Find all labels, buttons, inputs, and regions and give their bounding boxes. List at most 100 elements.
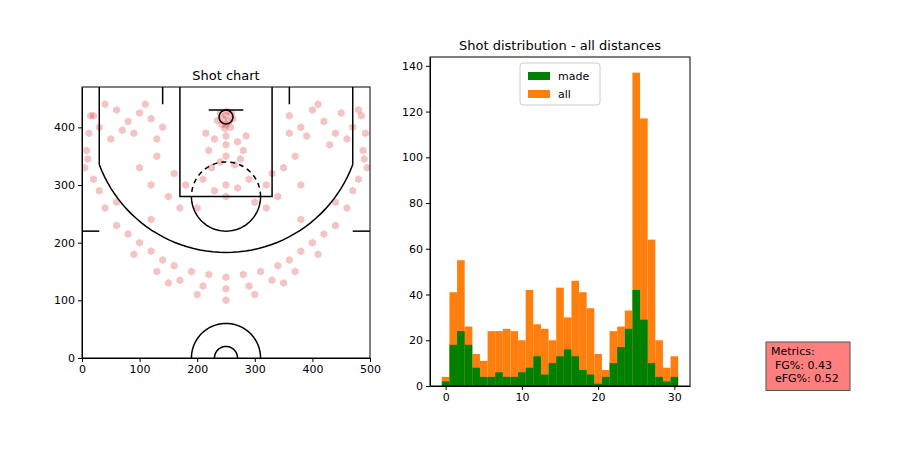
histogram-bar bbox=[648, 240, 656, 386]
shot-point bbox=[223, 285, 230, 293]
center-circle bbox=[191, 323, 260, 358]
tick-mark bbox=[426, 203, 430, 204]
free-throw-circle bbox=[191, 197, 260, 232]
histogram-bar bbox=[503, 329, 511, 386]
tick: 0 bbox=[416, 380, 430, 393]
tick-label: 400 bbox=[54, 121, 75, 134]
shot-point bbox=[125, 230, 132, 238]
shot-point bbox=[107, 135, 114, 143]
shot-point bbox=[292, 152, 299, 160]
chart-title: Shot chart bbox=[192, 68, 259, 83]
histogram-bar bbox=[549, 340, 557, 386]
shot-point bbox=[243, 132, 250, 140]
shot-point bbox=[125, 118, 132, 126]
shot-point bbox=[263, 204, 270, 212]
shot-point bbox=[159, 123, 166, 131]
histogram-bar bbox=[526, 290, 534, 386]
three-point-line bbox=[352, 87, 354, 165]
shot-point bbox=[171, 262, 178, 270]
legend-label: made bbox=[558, 70, 589, 83]
tick: 100 bbox=[54, 294, 82, 307]
tick-mark bbox=[426, 249, 430, 250]
shot-point bbox=[251, 198, 258, 206]
tick: 80 bbox=[409, 197, 430, 210]
shot-point bbox=[96, 187, 103, 195]
histogram-bar bbox=[602, 370, 610, 386]
shot-point bbox=[297, 123, 304, 131]
shots bbox=[82, 100, 370, 304]
shot-point bbox=[362, 129, 369, 137]
shot-point bbox=[251, 291, 258, 299]
tick: 100 bbox=[402, 151, 430, 164]
histogram-bar bbox=[663, 381, 671, 386]
histogram-bar bbox=[556, 288, 564, 386]
court bbox=[82, 87, 370, 358]
plot-area bbox=[82, 87, 370, 358]
shot-point bbox=[234, 184, 241, 192]
histogram-bar bbox=[587, 308, 595, 386]
shot-point bbox=[159, 256, 166, 264]
histogram-bar bbox=[571, 356, 579, 386]
three-point-arc bbox=[99, 165, 352, 253]
legend-swatch bbox=[528, 90, 550, 98]
tick: 400 bbox=[54, 121, 82, 134]
shot-point bbox=[326, 141, 333, 149]
histogram-bar bbox=[495, 331, 503, 386]
histogram-bar bbox=[526, 368, 534, 386]
shot-point bbox=[274, 262, 281, 270]
shot-point bbox=[286, 112, 293, 120]
histogram-bar bbox=[648, 363, 656, 386]
center-circle bbox=[214, 346, 237, 358]
shot-point bbox=[188, 268, 195, 276]
shot-point bbox=[223, 152, 230, 160]
shot-point bbox=[355, 175, 362, 183]
histogram-bar bbox=[663, 368, 671, 386]
subplot: 0102030020406080100120140Shot distributi… bbox=[402, 38, 691, 404]
tick-mark bbox=[426, 295, 430, 296]
histogram-bar bbox=[533, 356, 541, 386]
histogram-bar bbox=[640, 118, 648, 386]
shot-point bbox=[136, 164, 143, 172]
tick-label: 120 bbox=[402, 106, 423, 119]
tick: 400 bbox=[302, 358, 323, 376]
tick-mark bbox=[312, 358, 313, 362]
shot-point bbox=[211, 187, 218, 195]
shot-point bbox=[223, 181, 230, 189]
free-throw-circle bbox=[191, 162, 260, 197]
tick: 30 bbox=[668, 386, 682, 404]
histogram-bar bbox=[488, 377, 496, 386]
lane-mark bbox=[289, 87, 291, 104]
shot-point bbox=[257, 268, 264, 276]
shot-point bbox=[84, 155, 91, 163]
shot-point bbox=[223, 273, 230, 281]
histogram-bar bbox=[510, 331, 518, 386]
histogram-bar bbox=[465, 345, 473, 386]
histogram-bar bbox=[541, 329, 549, 386]
shot-point bbox=[200, 282, 207, 290]
legend-swatch bbox=[528, 72, 550, 80]
tick-label: 100 bbox=[130, 363, 151, 376]
tick-label: 140 bbox=[402, 60, 423, 73]
histogram-bar bbox=[640, 320, 648, 386]
shot-point bbox=[202, 129, 209, 137]
histogram-series bbox=[442, 73, 678, 386]
tick: 500 bbox=[360, 358, 381, 376]
tick: 200 bbox=[187, 358, 208, 376]
shot-point bbox=[83, 146, 90, 154]
tick: 140 bbox=[402, 60, 430, 73]
histogram-bar bbox=[503, 377, 511, 386]
shot-point bbox=[280, 279, 287, 287]
legend-box bbox=[520, 63, 600, 105]
shot-point bbox=[280, 164, 287, 172]
shot-point bbox=[130, 250, 137, 258]
tick-mark bbox=[674, 386, 675, 390]
histogram-bar bbox=[457, 260, 465, 386]
histogram-bar bbox=[495, 372, 503, 386]
metrics-box: Metrics:FG%: 0.43eFG%: 0.52 bbox=[766, 342, 850, 391]
tick: 0 bbox=[68, 352, 82, 365]
histogram-bar bbox=[518, 372, 526, 386]
shot-point bbox=[246, 175, 253, 183]
histogram-bar bbox=[480, 377, 488, 386]
tick-label: 300 bbox=[245, 363, 266, 376]
shot-point bbox=[320, 230, 327, 238]
